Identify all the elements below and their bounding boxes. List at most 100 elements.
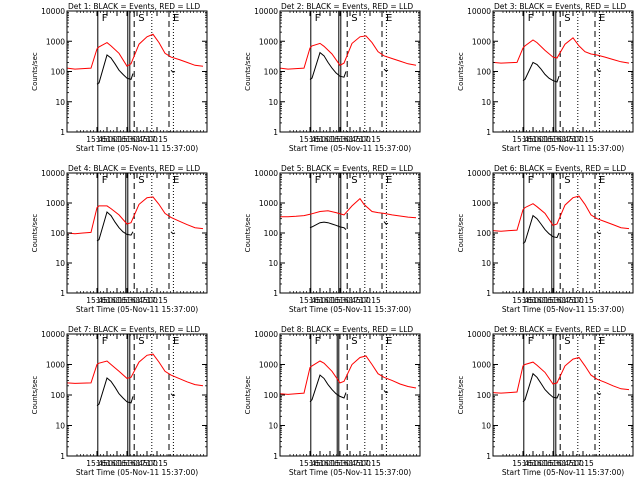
x-tick-label: 15:45 [86, 296, 108, 305]
marker-label-f: F [315, 336, 321, 347]
x-tick-label: 16:00 [96, 459, 118, 468]
events-late-series-line [383, 390, 389, 394]
marker-label-e: E [173, 175, 179, 186]
x-tick-label: 17:00 [136, 459, 158, 468]
y-tick-label: 10 [481, 98, 491, 107]
events-series-line [309, 374, 347, 403]
x-tick-label: 16:15 [319, 296, 341, 305]
y-tick-label: 1000 [259, 37, 278, 46]
y-tick-label: 1 [273, 289, 278, 298]
x-tick-label: 16:45 [552, 296, 574, 305]
x-tick-label: 16:45 [339, 459, 361, 468]
events-series-line [522, 214, 560, 244]
y-tick-label: 10 [55, 422, 65, 431]
x-tick-label: 17:15 [572, 459, 594, 468]
x-tick-label: 16:15 [106, 135, 128, 144]
x-tick-label: 16:30 [116, 296, 138, 305]
marker-label-f: F [315, 13, 321, 24]
marker-label-f: F [102, 336, 108, 347]
x-tick-label: 16:45 [552, 135, 574, 144]
panel-frame [492, 172, 634, 294]
x-tick-label: 16:00 [309, 135, 331, 144]
y-tick-label: 100 [477, 68, 492, 77]
x-tick-label: 16:30 [542, 459, 564, 468]
plot-area [280, 173, 417, 293]
x-axis-label: Start Time (05-Nov-11 15:37:00) [502, 305, 624, 314]
y-tick-label: 100 [264, 229, 279, 238]
y-tick-label: 10 [268, 422, 278, 431]
y-tick-label: 10000 [254, 330, 278, 339]
x-tick-label: 16:45 [126, 296, 148, 305]
x-tick-label: 17:00 [136, 135, 158, 144]
marker-label-e: E [173, 336, 179, 347]
panel-title: Det 6: BLACK = Events, RED = LLD [494, 164, 626, 173]
y-tick-label: 10000 [41, 330, 65, 339]
y-tick-label: 10 [55, 259, 65, 268]
plot-area [493, 11, 630, 132]
panel-1: 1 10 100 1000 10000 15:4516:0016:1516:3016:45… [31, 2, 208, 153]
x-tick-label: 16:30 [116, 459, 138, 468]
panel-9: 1 10 100 1000 10000 15:4516:0016:1516:3016:45… [457, 325, 634, 477]
y-tick-label: 100 [51, 391, 66, 400]
x-tick-label: 15:45 [299, 296, 321, 305]
plot-area [493, 173, 630, 293]
x-axis-label: Start Time (05-Nov-11 15:37:00) [76, 305, 198, 314]
x-tick-label: 17:00 [562, 135, 584, 144]
x-tick-label: 17:15 [146, 135, 168, 144]
x-axis-label: Start Time (05-Nov-11 15:37:00) [76, 144, 198, 153]
lld-series-line [280, 197, 417, 219]
events-late-series-line [383, 68, 389, 72]
x-tick-label: 16:45 [339, 135, 361, 144]
y-tick-label: 10 [481, 422, 491, 431]
x-tick-label: 15:45 [299, 135, 321, 144]
y-tick-label: 1000 [472, 199, 491, 208]
panel-title: Det 5: BLACK = Events, RED = LLD [281, 164, 413, 173]
plot-area [67, 173, 204, 293]
x-tick-label: 16:45 [126, 135, 148, 144]
marker-label-s: S [564, 336, 570, 347]
x-tick-label: 17:15 [359, 135, 381, 144]
y-tick-label: 10000 [254, 169, 278, 178]
x-tick-label: 16:15 [319, 135, 341, 144]
panel-frame [66, 333, 208, 457]
y-tick-label: 100 [477, 391, 492, 400]
x-axis-label: Start Time (05-Nov-11 15:37:00) [289, 305, 411, 314]
marker-label-f: F [528, 13, 534, 24]
events-series-line [96, 377, 134, 407]
y-axis-label: Counts/sec [457, 376, 465, 415]
marker-label-e: E [173, 13, 179, 24]
events-series-line [96, 54, 134, 85]
x-tick-label: 17:15 [572, 135, 594, 144]
x-tick-label: 17:15 [146, 459, 168, 468]
panel-title: Det 3: BLACK = Events, RED = LLD [494, 2, 626, 11]
marker-label-s: S [564, 13, 570, 24]
panel-5: 1 10 100 1000 10000 15:4516:0016:1516:3016:45… [244, 164, 421, 314]
lld-series-line [280, 355, 417, 395]
y-tick-label: 1000 [46, 199, 65, 208]
y-tick-label: 100 [51, 68, 66, 77]
y-tick-label: 100 [51, 229, 66, 238]
marker-label-s: S [138, 175, 144, 186]
events-series-line [522, 372, 560, 403]
x-tick-label: 16:30 [116, 135, 138, 144]
y-tick-label: 100 [264, 391, 279, 400]
panel-3: 1 10 100 1000 10000 15:4516:0016:1516:3016:45… [457, 2, 634, 153]
y-axis-label: Counts/sec [244, 376, 252, 415]
x-tick-label: 15:45 [512, 135, 534, 144]
x-tick-label: 17:15 [359, 459, 381, 468]
events-late-series-line [596, 68, 602, 73]
y-tick-label: 10000 [467, 330, 491, 339]
y-tick-label: 1 [60, 289, 65, 298]
panel-frame [279, 10, 421, 133]
y-axis-label: Counts/sec [244, 52, 252, 91]
y-axis-label: Counts/sec [457, 52, 465, 91]
x-tick-label: 15:45 [86, 459, 108, 468]
events-series-line [309, 221, 347, 230]
events-series-line [522, 61, 560, 83]
x-tick-label: 16:15 [532, 459, 554, 468]
y-tick-label: 1000 [259, 199, 278, 208]
x-tick-label: 15:45 [512, 296, 534, 305]
y-tick-label: 10000 [41, 7, 65, 16]
events-late-series-line [170, 231, 176, 235]
